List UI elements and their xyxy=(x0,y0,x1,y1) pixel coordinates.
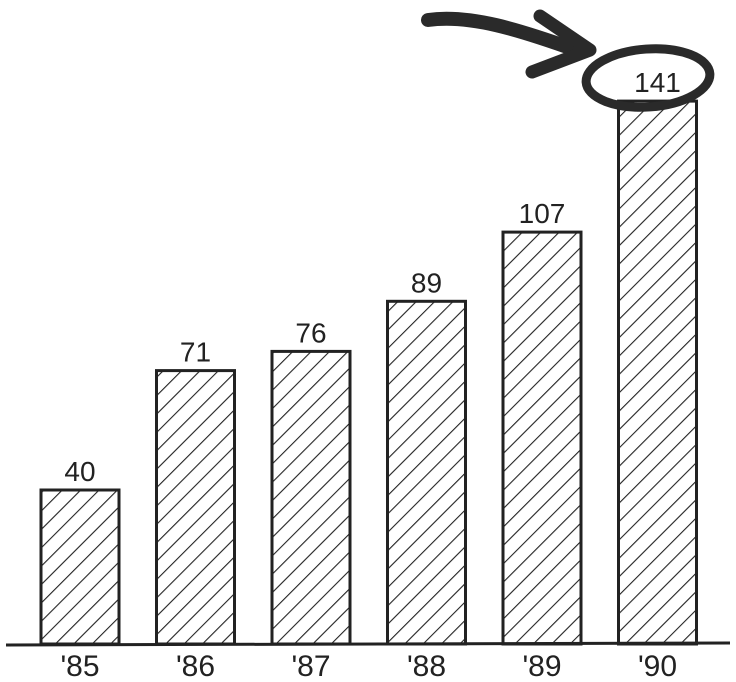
bar-0 xyxy=(39,488,121,646)
bar-3 xyxy=(386,299,467,646)
value-label-5: 141 xyxy=(634,67,681,98)
value-label-1: 71 xyxy=(180,337,211,368)
x-axis-baseline xyxy=(5,641,731,647)
bar-2 xyxy=(270,349,352,646)
highlight-annotation xyxy=(421,9,715,112)
x-tick-label-3: '88 xyxy=(407,650,446,682)
bar-5 xyxy=(617,99,698,646)
highlight-circle xyxy=(581,44,715,112)
x-tick-label-2: '87 xyxy=(291,650,330,682)
value-label-0: 40 xyxy=(64,456,95,487)
x-tick-label-0: '85 xyxy=(60,650,99,682)
highlight-arrow-head xyxy=(525,9,597,79)
value-labels-layer: 40 71 76 89 107 141 xyxy=(64,67,680,487)
x-tick-label-5: '90 xyxy=(638,650,677,682)
bar-1 xyxy=(155,369,236,646)
x-tick-label-4: '89 xyxy=(522,650,561,682)
value-label-4: 107 xyxy=(519,198,566,229)
x-tick-label-1: '86 xyxy=(176,650,215,682)
tick-labels-layer: '85 '86 '87 '88 '89 '90 xyxy=(60,650,677,682)
highlight-arrow-shaft xyxy=(421,11,583,57)
bar-4 xyxy=(501,230,583,646)
value-label-3: 89 xyxy=(411,267,442,298)
bars-layer xyxy=(39,99,698,646)
value-label-2: 76 xyxy=(295,317,326,348)
